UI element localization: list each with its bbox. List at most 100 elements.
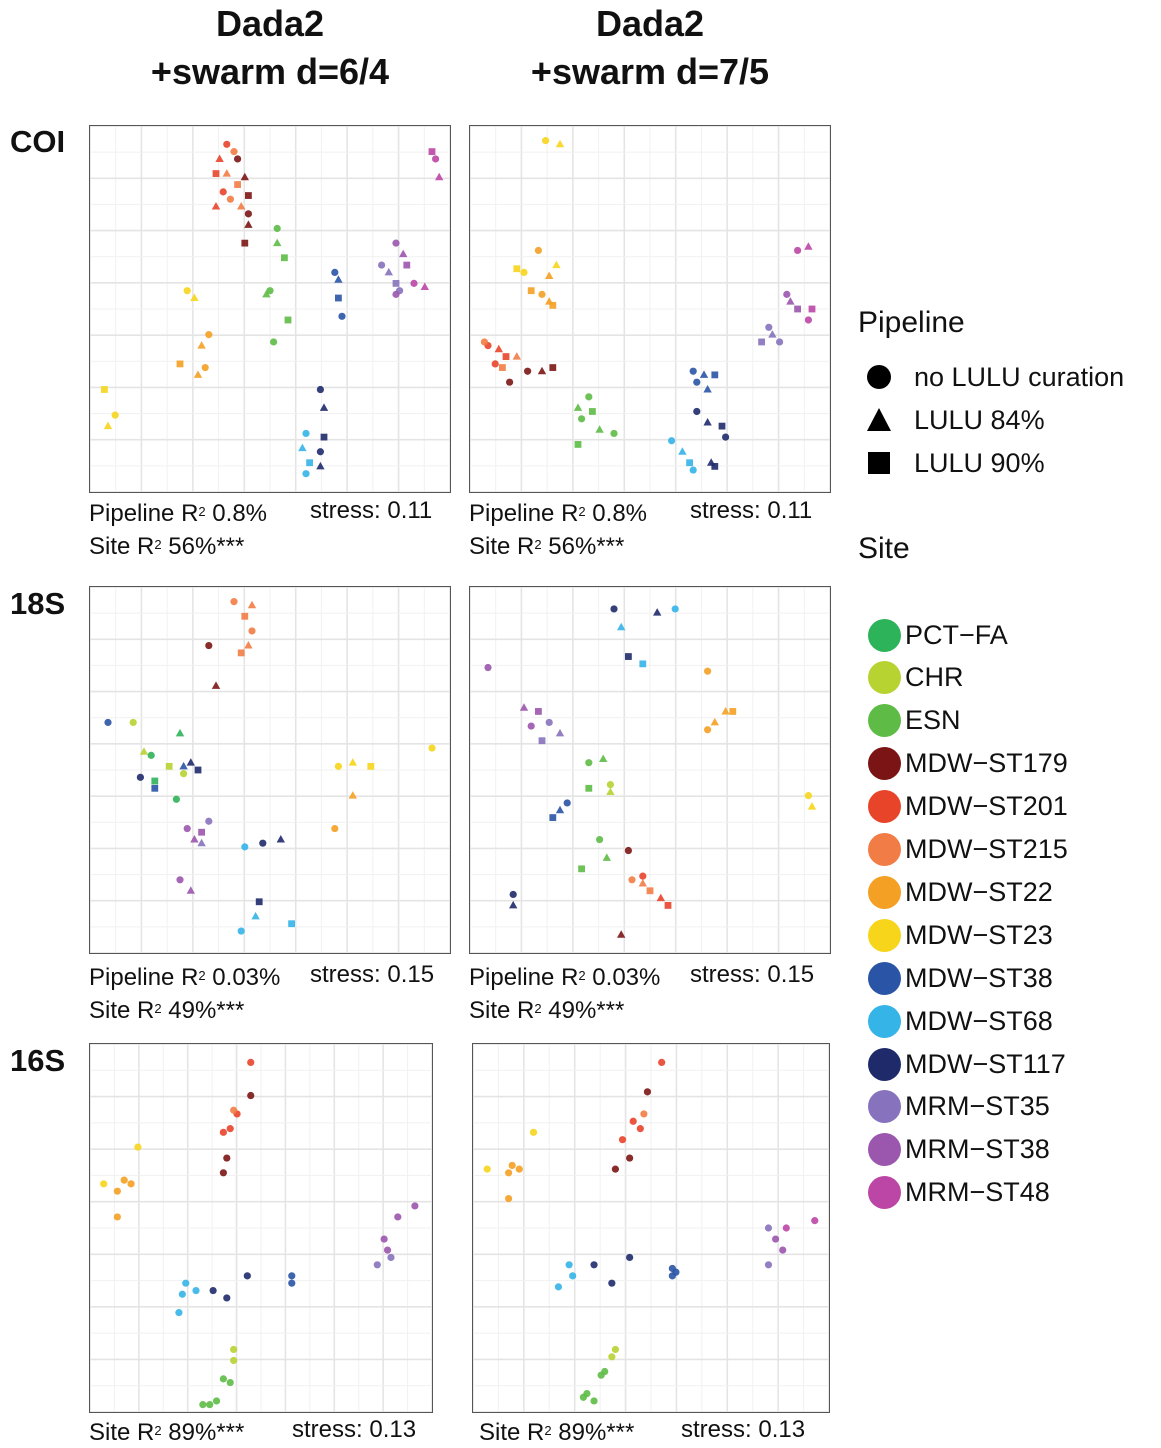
data-point bbox=[658, 1058, 666, 1066]
stress-coi-d64: stress: 0.11 bbox=[310, 497, 433, 524]
data-point bbox=[281, 254, 288, 262]
data-point bbox=[506, 378, 514, 386]
data-point bbox=[101, 386, 108, 393]
legend-site-label: MDW−ST23 bbox=[905, 919, 1053, 950]
data-point bbox=[537, 366, 547, 375]
legend-site-label: ESN bbox=[905, 705, 961, 736]
pipeline-r2-coi-d75: Pipeline R2 0.8% bbox=[469, 500, 648, 527]
site-r2-18s-d75: Site R2 49%*** bbox=[469, 997, 625, 1024]
data-point bbox=[549, 814, 557, 821]
legend-site-item: MDW−ST22 bbox=[868, 874, 1053, 910]
data-point bbox=[237, 202, 246, 210]
data-point bbox=[428, 744, 436, 752]
stress-16s-d75: stress: 0.13 bbox=[681, 1416, 806, 1443]
legend-site-item: CHR bbox=[868, 660, 964, 696]
data-point bbox=[428, 148, 436, 156]
site-r2-coi-d75: Site R2 56%*** bbox=[469, 533, 625, 560]
data-point bbox=[392, 290, 400, 298]
data-point bbox=[205, 641, 213, 650]
data-point bbox=[689, 367, 697, 375]
scatter-panel-16s-d64 bbox=[89, 1043, 433, 1413]
data-point bbox=[626, 1253, 634, 1262]
data-point bbox=[100, 1180, 108, 1188]
data-point bbox=[270, 338, 278, 346]
site-color-dot bbox=[868, 833, 901, 866]
data-point bbox=[205, 331, 213, 339]
legend-pipeline-title: Pipeline bbox=[858, 306, 965, 339]
data-point bbox=[545, 718, 553, 727]
data-point bbox=[245, 192, 252, 199]
data-point bbox=[608, 1353, 616, 1361]
legend-pipeline-label: LULU 90% bbox=[914, 447, 1045, 478]
legend-site-label: MDW−ST68 bbox=[905, 1005, 1053, 1036]
legend-site-item: MDW−ST215 bbox=[868, 832, 1068, 868]
data-point bbox=[111, 411, 119, 419]
site-color-dot bbox=[868, 747, 901, 781]
data-point bbox=[182, 1279, 190, 1287]
data-point bbox=[276, 835, 285, 843]
data-point bbox=[230, 1106, 238, 1114]
data-point bbox=[686, 459, 693, 467]
data-point bbox=[689, 466, 697, 474]
data-point bbox=[626, 1154, 634, 1162]
data-point bbox=[194, 766, 202, 774]
data-point bbox=[298, 443, 307, 452]
data-point bbox=[640, 1110, 648, 1118]
data-point bbox=[288, 1272, 296, 1280]
row-label-coi: COI bbox=[10, 124, 66, 159]
data-point bbox=[512, 352, 521, 360]
triangle-icon bbox=[866, 407, 892, 433]
data-point bbox=[804, 242, 813, 250]
site-color-dot bbox=[868, 1047, 901, 1081]
legend-site-item: MDW−ST68 bbox=[868, 1003, 1053, 1039]
data-point bbox=[772, 1235, 780, 1243]
data-point bbox=[693, 407, 701, 416]
data-point bbox=[186, 886, 195, 894]
data-point bbox=[230, 598, 238, 606]
data-point bbox=[373, 1261, 381, 1269]
row-label-16s: 16S bbox=[10, 1043, 66, 1078]
data-point bbox=[420, 282, 429, 291]
data-point bbox=[175, 728, 185, 737]
data-point bbox=[509, 890, 517, 899]
data-point bbox=[320, 433, 328, 441]
scatter-panel-18s-d64 bbox=[89, 586, 451, 954]
data-point bbox=[432, 155, 440, 163]
data-point bbox=[505, 1169, 513, 1177]
data-point bbox=[636, 1125, 644, 1133]
data-point bbox=[552, 260, 561, 269]
data-point bbox=[704, 726, 712, 734]
data-point bbox=[710, 717, 719, 726]
data-point bbox=[387, 1253, 395, 1262]
site-color-dot bbox=[868, 918, 901, 952]
data-point bbox=[113, 1213, 121, 1221]
data-point bbox=[538, 737, 546, 745]
data-point bbox=[704, 667, 712, 675]
column-title-1: Dada2 +swarm d=6/4 bbox=[120, 0, 420, 96]
data-point bbox=[247, 1058, 255, 1066]
data-point bbox=[599, 754, 608, 763]
data-point bbox=[103, 421, 113, 430]
column-title-2: Dada2 +swarm d=7/5 bbox=[500, 0, 800, 96]
data-point bbox=[255, 898, 263, 906]
stress-coi-d75: stress: 0.11 bbox=[690, 497, 813, 524]
legend-site-label: MDW−ST215 bbox=[905, 834, 1068, 864]
data-point bbox=[555, 139, 565, 148]
site-color-dot bbox=[868, 1004, 901, 1038]
legend-pipeline-lulu90: LULU 90% bbox=[866, 447, 1045, 479]
legend-site-label: MRM−ST48 bbox=[905, 1177, 1050, 1208]
legend-site-item: MRM−ST38 bbox=[868, 1132, 1050, 1168]
data-point bbox=[505, 1194, 513, 1203]
data-point bbox=[786, 297, 795, 305]
data-point bbox=[435, 172, 444, 181]
data-point bbox=[176, 360, 184, 368]
scatter-panel-18s-d75 bbox=[469, 586, 831, 954]
data-point bbox=[585, 393, 593, 401]
data-point bbox=[722, 433, 730, 441]
data-point bbox=[610, 605, 618, 613]
data-point bbox=[241, 239, 249, 247]
data-point bbox=[219, 1375, 227, 1383]
data-point bbox=[244, 220, 253, 228]
data-point bbox=[127, 1180, 135, 1188]
data-point bbox=[394, 1213, 402, 1221]
